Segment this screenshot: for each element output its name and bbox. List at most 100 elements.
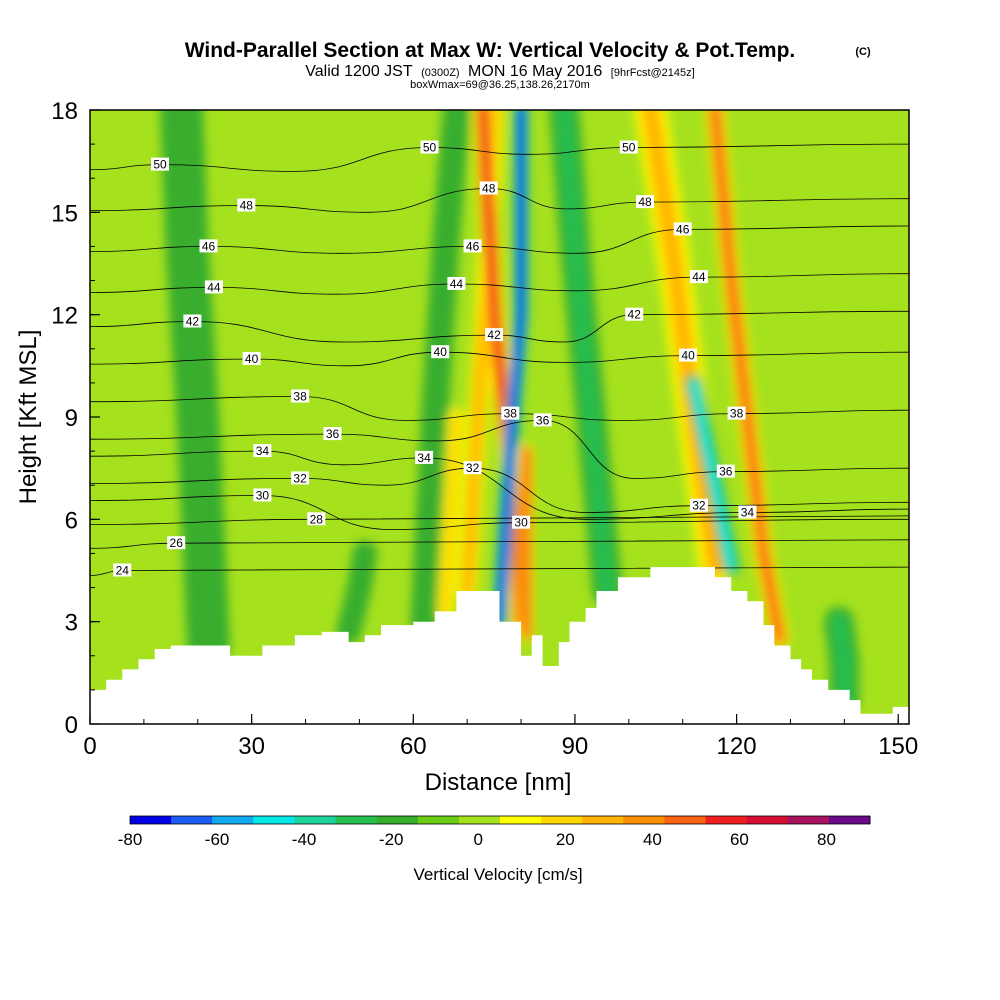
theta-contour-labels: 50 48 46 44 42 40 38 36 34 32 30 28 26 24 50 48 46 44 42 40… [113, 140, 757, 578]
theta-label-34: 34 [253, 444, 272, 458]
velocity-field [160, 110, 860, 716]
y-tick-label-18: 18 [51, 98, 78, 125]
theta-label-text: 50 [622, 141, 636, 155]
theta-label-34: 34 [738, 505, 757, 520]
colorbar-tick-label-60: 60 [730, 830, 749, 849]
subtitle-utc: (0300Z) [421, 67, 460, 79]
theta-label-text: 46 [676, 222, 690, 236]
y-tick-label-6: 6 [65, 507, 78, 534]
theta-label-text: 24 [116, 564, 130, 578]
velocity-band-downdraft-low-west--10 [336, 541, 378, 645]
theta-label-44: 44 [204, 280, 223, 294]
theta-label-text: 46 [202, 239, 216, 253]
x-tick-label-150: 150 [878, 733, 918, 760]
colorbar-tick-label--20: -20 [379, 830, 404, 849]
colorbar-swatch-50 [664, 816, 706, 824]
colorbar-swatch--60 [212, 816, 254, 824]
velocity-band-downdraft-east--40 [689, 379, 735, 571]
theta-label-38: 38 [727, 406, 746, 421]
x-tick-label-0: 0 [83, 733, 96, 760]
theta-label-text: 40 [681, 349, 695, 363]
theta-label-text: 34 [256, 444, 270, 458]
theta-label-46: 46 [673, 222, 692, 236]
colorbar-swatch--30 [335, 816, 378, 824]
theta-label-text: 38 [504, 407, 518, 421]
colorbar-swatch-40 [623, 816, 665, 824]
colorbar-swatch--20 [376, 816, 419, 824]
theta-label-30: 30 [253, 488, 272, 503]
theta-label-text: 46 [466, 239, 480, 253]
theta-label-text: 48 [482, 182, 496, 196]
theta-label-24: 24 [113, 563, 132, 578]
colorbar-swatch-60 [705, 816, 748, 824]
theta-label-34: 34 [415, 450, 434, 465]
theta-label-46: 46 [199, 239, 218, 253]
theta-label-40: 40 [242, 352, 261, 366]
colorbar-tick-label-20: 20 [556, 830, 575, 849]
colorbar: -80 -60 -40 -20 0 20 40 60 80 [118, 815, 871, 849]
theta-label-36: 36 [716, 464, 735, 479]
colorbar-tick-label--80: -80 [118, 830, 143, 849]
theta-label-text: 48 [240, 199, 254, 213]
y-tick-label-0: 0 [65, 712, 78, 739]
theta-label-text: 42 [186, 315, 200, 329]
y-axis-label: Height [Kft MSL] [15, 330, 42, 505]
theta-label-38: 38 [501, 406, 520, 421]
colorbar-tick-label-80: 80 [817, 830, 836, 849]
theta-label-text: 26 [170, 536, 184, 550]
velocity-band-updraft-main-60 [479, 110, 525, 626]
theta-label-text: 36 [719, 465, 733, 479]
subtitle-forecast: [9hrFcst@2145z] [611, 67, 695, 79]
theta-label-26: 26 [167, 536, 186, 550]
colorbar-swatch-10 [500, 816, 542, 824]
chart-subtitle: Valid 1200 JST (0300Z) MON 16 May 2016 [… [305, 63, 694, 80]
theta-contour-30 [90, 495, 909, 531]
y-tick-label-3: 3 [65, 610, 78, 637]
colorbar-tick-label--60: -60 [205, 830, 230, 849]
theta-label-36: 36 [323, 427, 342, 441]
theta-label-text: 30 [514, 516, 528, 530]
theta-label-text: 44 [207, 280, 221, 294]
terrain [90, 567, 909, 724]
colorbar-title: Vertical Velocity [cm/s] [413, 865, 582, 884]
colorbar-swatch--10 [417, 816, 460, 824]
theta-label-text: 28 [310, 512, 324, 526]
theta-label-36: 36 [533, 413, 552, 427]
y-tick-label-12: 12 [51, 303, 78, 330]
theta-label-32: 32 [463, 461, 482, 475]
theta-label-text: 38 [730, 407, 744, 421]
theta-label-40: 40 [431, 345, 450, 359]
theta-label-28: 28 [307, 512, 326, 526]
colorbar-swatch--40 [294, 816, 336, 824]
velocity-band-updraft-east-band-30 [643, 110, 722, 574]
x-tick-label-120: 120 [717, 733, 757, 760]
subtitle-valid: Valid 1200 JST [305, 63, 413, 80]
velocity-band-downdraft-main--70 [496, 110, 524, 625]
colorbar-swatch-80 [787, 816, 830, 824]
colorbar-swatch-30 [582, 816, 624, 824]
x-tick-label-30: 30 [238, 733, 265, 760]
theta-label-text: 50 [153, 158, 167, 172]
theta-label-42: 42 [485, 328, 504, 342]
chart-title-suffix: (C) [855, 46, 871, 58]
colorbar-tick-label--40: -40 [292, 830, 317, 849]
x-tick-label-60: 60 [400, 733, 427, 760]
theta-label-44: 44 [447, 277, 466, 291]
velocity-band-updraft-east-strong-50 [711, 110, 784, 643]
theta-label-50: 50 [619, 140, 638, 155]
x-axis-label: Distance [nm] [425, 769, 572, 796]
theta-label-32: 32 [291, 471, 310, 485]
velocity-band-updraft-west-low-20 [440, 411, 462, 617]
theta-label-46: 46 [463, 239, 482, 253]
colorbar-frame [129, 815, 871, 825]
subtitle-date: MON 16 May 2016 [468, 63, 602, 80]
theta-label-48: 48 [237, 198, 256, 213]
theta-label-text: 44 [450, 277, 464, 291]
theta-label-text: 34 [417, 451, 431, 465]
colorbar-tick-label-0: 0 [473, 830, 482, 849]
theta-label-40: 40 [679, 348, 698, 363]
colorbar-swatch-20 [541, 816, 583, 824]
theta-label-30: 30 [512, 515, 531, 530]
